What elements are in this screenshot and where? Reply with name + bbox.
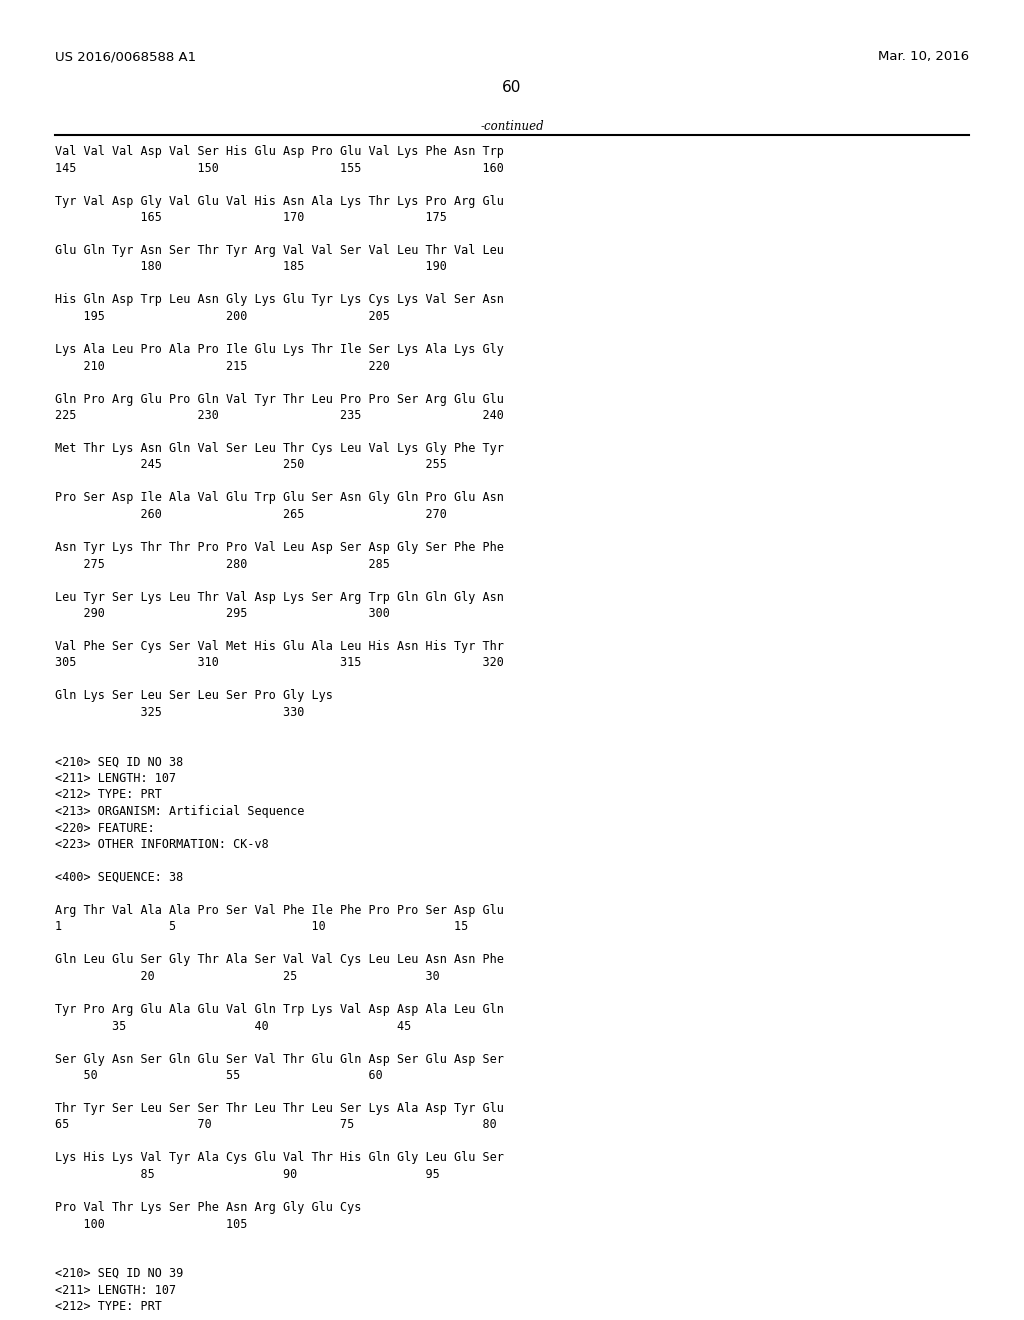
Text: 35                  40                  45: 35 40 45 — [55, 1019, 412, 1032]
Text: <210> SEQ ID NO 39: <210> SEQ ID NO 39 — [55, 1267, 183, 1280]
Text: <210> SEQ ID NO 38: <210> SEQ ID NO 38 — [55, 755, 183, 768]
Text: <213> ORGANISM: Artificial Sequence: <213> ORGANISM: Artificial Sequence — [55, 805, 304, 818]
Text: <220> FEATURE:: <220> FEATURE: — [55, 821, 155, 834]
Text: <223> OTHER INFORMATION: CK-v8: <223> OTHER INFORMATION: CK-v8 — [55, 838, 268, 851]
Text: Asn Tyr Lys Thr Thr Pro Pro Val Leu Asp Ser Asp Gly Ser Phe Phe: Asn Tyr Lys Thr Thr Pro Pro Val Leu Asp … — [55, 541, 504, 554]
Text: 260                 265                 270: 260 265 270 — [55, 508, 446, 521]
Text: Pro Val Thr Lys Ser Phe Asn Arg Gly Glu Cys: Pro Val Thr Lys Ser Phe Asn Arg Gly Glu … — [55, 1201, 361, 1214]
Text: Val Phe Ser Cys Ser Val Met His Glu Ala Leu His Asn His Tyr Thr: Val Phe Ser Cys Ser Val Met His Glu Ala … — [55, 640, 504, 653]
Text: Tyr Pro Arg Glu Ala Glu Val Gln Trp Lys Val Asp Asp Ala Leu Gln: Tyr Pro Arg Glu Ala Glu Val Gln Trp Lys … — [55, 1003, 504, 1016]
Text: Pro Ser Asp Ile Ala Val Glu Trp Glu Ser Asn Gly Gln Pro Glu Asn: Pro Ser Asp Ile Ala Val Glu Trp Glu Ser … — [55, 491, 504, 504]
Text: Gln Leu Glu Ser Gly Thr Ala Ser Val Val Cys Leu Leu Asn Asn Phe: Gln Leu Glu Ser Gly Thr Ala Ser Val Val … — [55, 953, 504, 966]
Text: 225                 230                 235                 240: 225 230 235 240 — [55, 409, 504, 422]
Text: 20                  25                  30: 20 25 30 — [55, 970, 439, 983]
Text: 165                 170                 175: 165 170 175 — [55, 211, 446, 224]
Text: His Gln Asp Trp Leu Asn Gly Lys Glu Tyr Lys Cys Lys Val Ser Asn: His Gln Asp Trp Leu Asn Gly Lys Glu Tyr … — [55, 293, 504, 306]
Text: 195                 200                 205: 195 200 205 — [55, 310, 390, 323]
Text: Met Thr Lys Asn Gln Val Ser Leu Thr Cys Leu Val Lys Gly Phe Tyr: Met Thr Lys Asn Gln Val Ser Leu Thr Cys … — [55, 442, 504, 455]
Text: 290                 295                 300: 290 295 300 — [55, 607, 390, 620]
Text: Lys His Lys Val Tyr Ala Cys Glu Val Thr His Gln Gly Leu Glu Ser: Lys His Lys Val Tyr Ala Cys Glu Val Thr … — [55, 1151, 504, 1164]
Text: 245                 250                 255: 245 250 255 — [55, 458, 446, 471]
Text: <212> TYPE: PRT: <212> TYPE: PRT — [55, 1300, 162, 1313]
Text: Val Val Val Asp Val Ser His Glu Asp Pro Glu Val Lys Phe Asn Trp: Val Val Val Asp Val Ser His Glu Asp Pro … — [55, 145, 504, 158]
Text: Glu Gln Tyr Asn Ser Thr Tyr Arg Val Val Ser Val Leu Thr Val Leu: Glu Gln Tyr Asn Ser Thr Tyr Arg Val Val … — [55, 244, 504, 257]
Text: Thr Tyr Ser Leu Ser Ser Thr Leu Thr Leu Ser Lys Ala Asp Tyr Glu: Thr Tyr Ser Leu Ser Ser Thr Leu Thr Leu … — [55, 1102, 504, 1115]
Text: 100                 105: 100 105 — [55, 1217, 248, 1230]
Text: 180                 185                 190: 180 185 190 — [55, 260, 446, 273]
Text: Gln Lys Ser Leu Ser Leu Ser Pro Gly Lys: Gln Lys Ser Leu Ser Leu Ser Pro Gly Lys — [55, 689, 333, 702]
Text: US 2016/0068588 A1: US 2016/0068588 A1 — [55, 50, 197, 63]
Text: Tyr Val Asp Gly Val Glu Val His Asn Ala Lys Thr Lys Pro Arg Glu: Tyr Val Asp Gly Val Glu Val His Asn Ala … — [55, 194, 504, 207]
Text: Gln Pro Arg Glu Pro Gln Val Tyr Thr Leu Pro Pro Ser Arg Glu Glu: Gln Pro Arg Glu Pro Gln Val Tyr Thr Leu … — [55, 392, 504, 405]
Text: 60: 60 — [503, 81, 521, 95]
Text: Ser Gly Asn Ser Gln Glu Ser Val Thr Glu Gln Asp Ser Glu Asp Ser: Ser Gly Asn Ser Gln Glu Ser Val Thr Glu … — [55, 1052, 504, 1065]
Text: 325                 330: 325 330 — [55, 706, 304, 719]
Text: Lys Ala Leu Pro Ala Pro Ile Glu Lys Thr Ile Ser Lys Ala Lys Gly: Lys Ala Leu Pro Ala Pro Ile Glu Lys Thr … — [55, 343, 504, 356]
Text: <211> LENGTH: 107: <211> LENGTH: 107 — [55, 1283, 176, 1296]
Text: <212> TYPE: PRT: <212> TYPE: PRT — [55, 788, 162, 801]
Text: 65                  70                  75                  80: 65 70 75 80 — [55, 1118, 497, 1131]
Text: -continued: -continued — [480, 120, 544, 133]
Text: 275                 280                 285: 275 280 285 — [55, 557, 390, 570]
Text: <400> SEQUENCE: 38: <400> SEQUENCE: 38 — [55, 871, 183, 884]
Text: <211> LENGTH: 107: <211> LENGTH: 107 — [55, 772, 176, 785]
Text: 305                 310                 315                 320: 305 310 315 320 — [55, 656, 504, 669]
Text: Mar. 10, 2016: Mar. 10, 2016 — [878, 50, 969, 63]
Text: Leu Tyr Ser Lys Leu Thr Val Asp Lys Ser Arg Trp Gln Gln Gly Asn: Leu Tyr Ser Lys Leu Thr Val Asp Lys Ser … — [55, 590, 504, 603]
Text: 85                  90                  95: 85 90 95 — [55, 1168, 439, 1181]
Text: Arg Thr Val Ala Ala Pro Ser Val Phe Ile Phe Pro Pro Ser Asp Glu: Arg Thr Val Ala Ala Pro Ser Val Phe Ile … — [55, 904, 504, 917]
Text: 50                  55                  60: 50 55 60 — [55, 1069, 383, 1082]
Text: 145                 150                 155                 160: 145 150 155 160 — [55, 161, 504, 174]
Text: 210                 215                 220: 210 215 220 — [55, 359, 390, 372]
Text: 1               5                   10                  15: 1 5 10 15 — [55, 920, 468, 933]
